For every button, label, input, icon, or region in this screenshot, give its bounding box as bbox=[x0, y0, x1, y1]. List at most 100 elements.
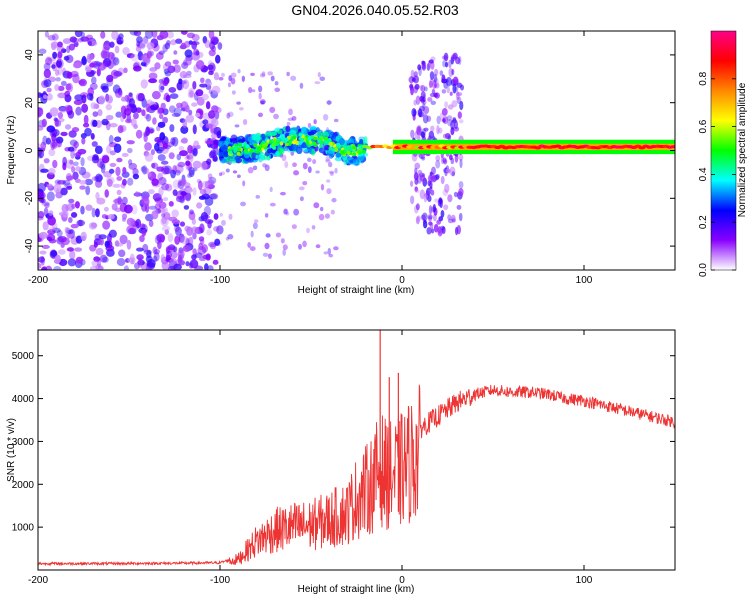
snr-xtick-label: 100 bbox=[576, 575, 593, 586]
spectrogram-cell bbox=[444, 183, 450, 193]
spectrogram-cell bbox=[207, 265, 214, 270]
spectrogram-cell bbox=[184, 58, 192, 66]
spectrogram-cell bbox=[64, 94, 72, 103]
spectrogram-cell bbox=[162, 116, 168, 124]
spectrogram-cell bbox=[255, 149, 260, 154]
spectrogram-cell bbox=[442, 189, 449, 197]
spectrogram-cell bbox=[123, 204, 133, 214]
spectrogram-cell bbox=[63, 55, 70, 61]
spectrogram-cell bbox=[141, 196, 150, 207]
spectrogram-cell bbox=[128, 159, 133, 166]
spectrogram-cell bbox=[174, 235, 181, 245]
spectrogram-cell bbox=[162, 196, 169, 202]
spectrogram-cell bbox=[227, 82, 231, 88]
spectrogram-cell bbox=[262, 163, 267, 168]
spectrogram-cell bbox=[410, 180, 414, 187]
spectrogram-cell bbox=[419, 105, 425, 112]
spectrogram-cell bbox=[436, 219, 442, 225]
spectrogram-cell bbox=[210, 133, 218, 139]
spectrogram-cell bbox=[44, 57, 53, 66]
spectrogram-cell bbox=[42, 265, 48, 270]
snr-plot: -200 -100 0 100 1000 2000 3000 4000 5000 Height … bbox=[6, 329, 676, 595]
spectrogram-cell bbox=[200, 77, 205, 84]
spectrogram-cell bbox=[247, 86, 253, 94]
spectrogram-cell bbox=[184, 49, 193, 58]
spectrogram-cell bbox=[250, 72, 255, 76]
spectrogram-cell bbox=[70, 223, 79, 229]
spectrogram-cell bbox=[103, 40, 111, 51]
spectrogram-cell bbox=[79, 180, 87, 185]
spectrogram-cell bbox=[230, 72, 237, 78]
spectrogram-cell bbox=[74, 94, 84, 101]
spectrogram-cell bbox=[164, 229, 170, 235]
spectrogram-cell bbox=[451, 68, 455, 76]
spectrogram-cell bbox=[60, 187, 68, 196]
spectrogram-cell bbox=[325, 159, 331, 163]
spectrogram-cell bbox=[111, 31, 119, 40]
spectrogram-cell bbox=[40, 168, 49, 173]
spectrogram-cell bbox=[51, 227, 61, 233]
spectrogram-cell bbox=[185, 114, 195, 123]
spectrogram-cell bbox=[205, 123, 213, 129]
spectrogram-cell bbox=[428, 205, 433, 215]
spectrogram-cell bbox=[74, 201, 80, 209]
spectrogram-cell bbox=[55, 77, 61, 82]
spectrogram-cell bbox=[113, 71, 123, 77]
spectrogram-cell bbox=[434, 68, 439, 76]
spectrogram-cell bbox=[65, 159, 75, 169]
spectrogram-cell bbox=[414, 186, 419, 193]
spectrogram-cell bbox=[457, 111, 462, 119]
spectrogram-cell bbox=[118, 249, 126, 258]
spectrogram-cell bbox=[433, 223, 439, 233]
spectrogram-cell bbox=[109, 162, 117, 167]
spectrogram-cell bbox=[56, 230, 63, 237]
spectrogram-cell bbox=[289, 129, 297, 135]
spectrogram-cell bbox=[73, 141, 79, 149]
spectrogram-cell bbox=[146, 51, 152, 59]
spectrogram-cell bbox=[454, 154, 459, 163]
spectrogram-cell bbox=[116, 176, 123, 181]
spectrogram-cell bbox=[312, 141, 317, 146]
spectrogram-cell bbox=[182, 79, 190, 90]
snr-ytick-label: 1000 bbox=[12, 523, 35, 534]
spectrogram-cell bbox=[162, 63, 168, 72]
spectrogram-cell bbox=[192, 187, 197, 196]
spectrogram-cell bbox=[273, 139, 278, 144]
spectrogram-cell bbox=[430, 228, 435, 234]
spectrogram-cell bbox=[111, 203, 118, 211]
spectrogram-cell bbox=[192, 167, 198, 172]
spectrogram-cell bbox=[207, 64, 214, 71]
spectrogram-cell bbox=[264, 242, 270, 250]
spectrogram-cell bbox=[281, 154, 287, 162]
spectrogram-cell bbox=[85, 66, 92, 73]
spectrogram-cell bbox=[179, 260, 186, 266]
spectrogram-cell bbox=[135, 129, 143, 139]
spectrogram-cell bbox=[158, 78, 164, 84]
spectrogram-cell bbox=[280, 135, 285, 140]
spectrogram-cell bbox=[307, 157, 312, 162]
spectrogram-cell bbox=[115, 111, 123, 118]
spectrogram-cell bbox=[208, 193, 218, 200]
spectrogram-cell bbox=[114, 45, 120, 54]
spectrogram-cell bbox=[130, 53, 139, 62]
spectrogram-cell bbox=[152, 246, 158, 255]
spectrogram-cell bbox=[436, 124, 440, 135]
spectrogram-cell bbox=[125, 118, 133, 124]
spectrogram-cell bbox=[290, 151, 295, 156]
spectrogram-cell bbox=[135, 45, 142, 52]
spectrogram-cell bbox=[259, 99, 266, 105]
spectrogram-cell bbox=[38, 231, 48, 239]
spectrogram-cell bbox=[456, 96, 462, 105]
spectrogram-cell bbox=[162, 79, 169, 87]
spectrogram-cell bbox=[123, 265, 130, 270]
spectrogram-cell bbox=[320, 183, 325, 191]
spectrogram-cell bbox=[212, 156, 219, 163]
spectrogram-cell bbox=[185, 187, 193, 194]
spectrogram-cell bbox=[146, 42, 155, 50]
spectrogram-cell bbox=[454, 79, 459, 85]
spectrogram-cell bbox=[251, 152, 256, 159]
spectrogram-cell bbox=[200, 160, 208, 171]
spectrogram-cell bbox=[109, 150, 116, 156]
spectrogram-cell bbox=[107, 214, 115, 220]
